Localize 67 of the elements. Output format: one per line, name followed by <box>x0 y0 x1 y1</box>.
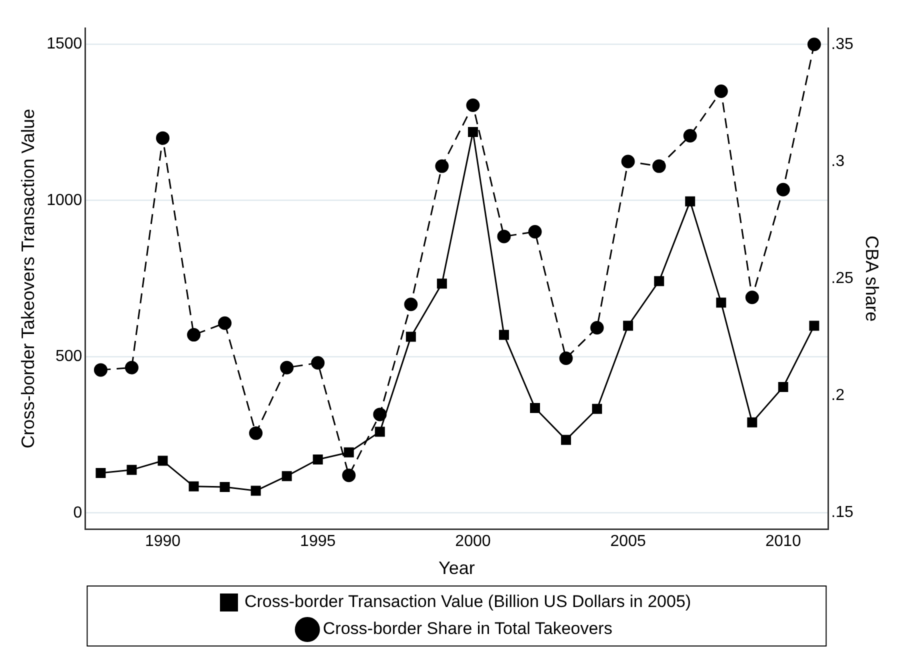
point <box>561 434 572 445</box>
point <box>528 225 542 239</box>
point <box>590 321 604 335</box>
point <box>218 316 232 330</box>
x-tick-label: 2005 <box>610 533 646 550</box>
point <box>683 128 697 142</box>
point <box>745 290 759 304</box>
y2-tick-label: .35 <box>831 36 854 53</box>
point <box>652 159 666 173</box>
point <box>621 154 635 168</box>
point <box>188 481 199 492</box>
point <box>592 404 602 414</box>
point <box>466 98 480 112</box>
point <box>436 278 447 289</box>
point <box>747 417 758 428</box>
point <box>282 471 292 482</box>
point <box>96 468 106 478</box>
point <box>497 230 511 244</box>
point <box>220 482 230 492</box>
point <box>809 320 820 331</box>
y2-tick-label: .3 <box>831 152 845 170</box>
x-axis-title: Year <box>438 558 475 578</box>
x-tick-label: 2000 <box>455 533 491 550</box>
point <box>685 196 696 206</box>
point <box>94 363 108 377</box>
point <box>156 131 170 145</box>
point <box>714 84 728 98</box>
point <box>498 330 509 340</box>
x-tick-label: 1990 <box>144 533 181 550</box>
y2-tick-label: .2 <box>831 387 845 404</box>
point <box>249 426 263 440</box>
point <box>342 468 356 482</box>
y-tick-label: 500 <box>55 348 82 366</box>
x-tick-label: 1995 <box>300 533 336 550</box>
point <box>435 159 449 173</box>
point <box>716 298 726 308</box>
point <box>468 127 478 138</box>
point <box>187 328 201 342</box>
point <box>404 298 418 312</box>
point <box>158 456 168 466</box>
point <box>778 382 788 392</box>
point <box>373 408 387 422</box>
y-tick-label: 1000 <box>46 192 82 209</box>
point <box>374 426 385 437</box>
y-tick-label: 1500 <box>46 36 82 53</box>
point <box>126 464 137 475</box>
y-tick-label: 0 <box>73 504 82 522</box>
y2-tick-label: .25 <box>831 270 854 288</box>
point <box>559 351 573 365</box>
point <box>623 320 634 331</box>
point <box>344 447 354 458</box>
point <box>250 486 261 496</box>
point <box>280 360 294 374</box>
x-tick-label: 2010 <box>765 533 802 550</box>
y2-axis-title: CBA share <box>862 236 882 322</box>
legend-label: Cross-border Share in Total Takeovers <box>322 619 612 638</box>
y-axis-title: Cross-border Takeovers Transaction Value <box>18 108 38 448</box>
point <box>776 182 790 196</box>
point <box>311 356 325 370</box>
point <box>406 332 416 342</box>
point <box>530 402 540 413</box>
point <box>807 38 821 52</box>
point <box>654 276 664 286</box>
legend-label: Cross-border Transaction Value (Billion US Dollars in 2005) <box>244 592 692 612</box>
y2-tick-label: .15 <box>831 504 854 522</box>
point <box>124 360 138 374</box>
point <box>312 454 323 465</box>
